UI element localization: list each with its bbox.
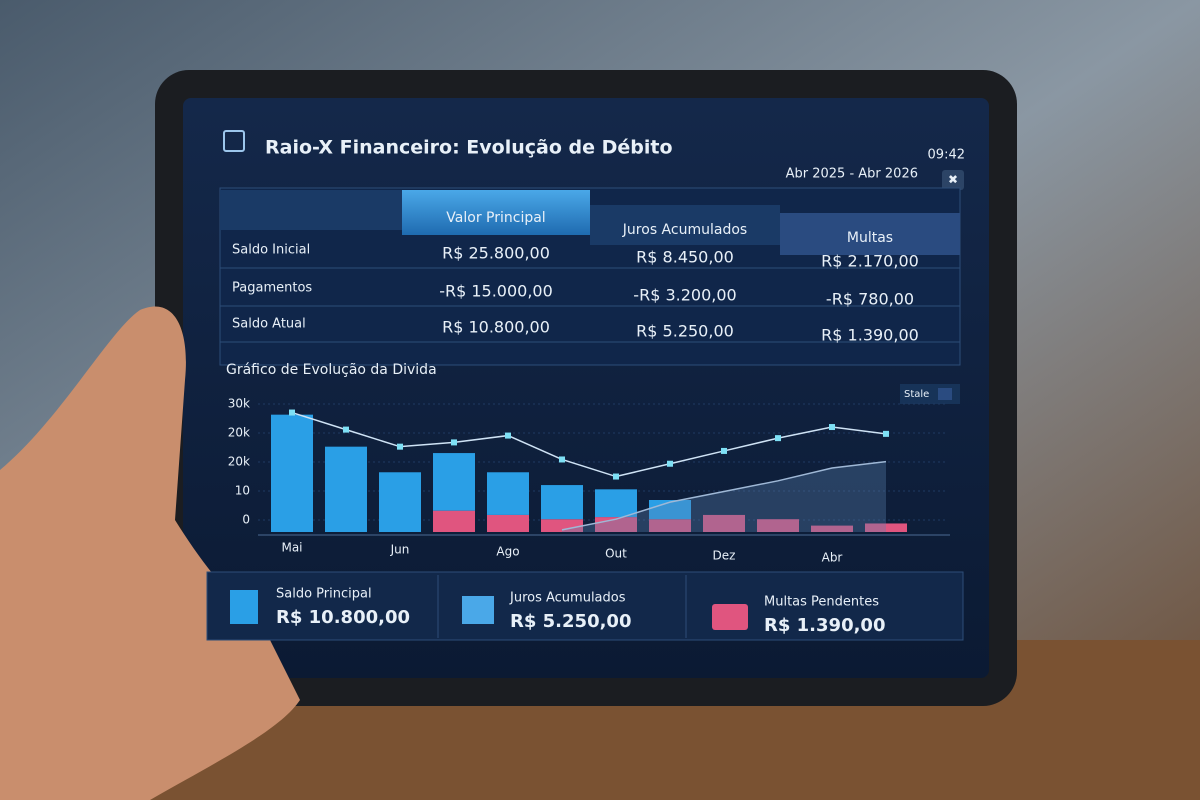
- line-point: [505, 432, 511, 439]
- area-line: [561, 460, 887, 531]
- bar: [325, 446, 367, 532]
- bar: [487, 514, 529, 532]
- line-point: [883, 430, 889, 437]
- card-icon: [462, 596, 494, 624]
- table-value: R$ 5.250,00: [636, 322, 734, 341]
- line-point: [559, 456, 565, 463]
- table-header-cell: [590, 205, 780, 245]
- y-tick-label: 20k: [228, 455, 250, 469]
- card-label: Juros Acumulados: [509, 591, 626, 606]
- bar: [811, 525, 853, 532]
- legend-label: Stale: [904, 389, 929, 400]
- bar: [757, 519, 799, 532]
- bar: [487, 472, 529, 515]
- line-point: [775, 435, 781, 442]
- x-tick-label: Out: [605, 547, 627, 561]
- x-tick-label: Jun: [390, 543, 410, 557]
- table-value: R$ 10.800,00: [442, 318, 550, 337]
- y-tick-label: 10: [235, 484, 250, 498]
- cards-box: [206, 571, 964, 641]
- card-value: R$ 1.390,00: [764, 615, 885, 636]
- chart-title: Gráfico de Evolução da Divida: [226, 362, 437, 378]
- card-icon: [712, 604, 748, 630]
- x-tick-label: Mai: [281, 541, 302, 555]
- y-tick-label: 0: [242, 513, 250, 527]
- line-point: [613, 473, 619, 480]
- y-tick-label: 30k: [228, 397, 250, 411]
- x-tick-label: Ago: [496, 545, 519, 559]
- close-button[interactable]: [942, 170, 964, 190]
- bar: [433, 453, 475, 511]
- line-point: [721, 447, 727, 454]
- card-label: Multas Pendentes: [764, 595, 879, 610]
- bar: [865, 523, 907, 532]
- header-icon: [223, 130, 245, 152]
- x-tick-label: Dez: [713, 549, 736, 563]
- row-label: Saldo Inicial: [232, 243, 310, 258]
- hand: [0, 306, 300, 800]
- time: 09:42: [928, 148, 965, 163]
- table-value: -R$ 3.200,00: [633, 286, 736, 305]
- line-point: [451, 439, 457, 446]
- line: [291, 411, 887, 478]
- column-header: Juros Acumulados: [622, 222, 747, 238]
- table-corner: [220, 190, 402, 230]
- table-header-highlight: [402, 190, 590, 235]
- bar: [703, 514, 745, 532]
- line-point: [397, 443, 403, 450]
- header-title: Raio-X Financeiro: Evolução de Débito: [265, 137, 673, 159]
- column-header: Multas: [847, 230, 893, 246]
- bar: [271, 414, 313, 532]
- card-icon: [230, 590, 258, 624]
- bar: [649, 519, 691, 532]
- y-tick-label: 20k: [228, 426, 250, 440]
- column-header: Valor Principal: [446, 210, 545, 226]
- bar: [433, 510, 475, 532]
- bar: [595, 489, 637, 518]
- card-value: R$ 5.250,00: [510, 611, 631, 632]
- table-value: -R$ 15.000,00: [439, 282, 553, 301]
- table-value: R$ 25.800,00: [442, 244, 550, 263]
- table-value: R$ 1.390,00: [821, 326, 919, 345]
- bar: [541, 485, 583, 520]
- line-point: [667, 460, 673, 467]
- area: [562, 461, 886, 532]
- line-point: [343, 426, 349, 433]
- card-label: Saldo Principal: [276, 587, 372, 602]
- row-label: Saldo Atual: [232, 317, 306, 332]
- row-label: Pagamentos: [232, 281, 312, 296]
- date-range: Abr 2025 - Abr 2026: [786, 167, 918, 182]
- legend-swatch: [938, 388, 952, 400]
- table-header-cell: [780, 213, 960, 255]
- close-icon: ✖: [948, 173, 958, 187]
- line-point: [289, 409, 295, 416]
- table-value: R$ 2.170,00: [821, 252, 919, 271]
- line-point: [829, 424, 835, 431]
- bar: [541, 519, 583, 532]
- card-value: R$ 10.800,00: [276, 607, 410, 628]
- table-value: R$ 8.450,00: [636, 248, 734, 267]
- table-value: -R$ 780,00: [826, 290, 914, 309]
- x-tick-label: Abr: [822, 551, 843, 565]
- bar: [379, 472, 421, 532]
